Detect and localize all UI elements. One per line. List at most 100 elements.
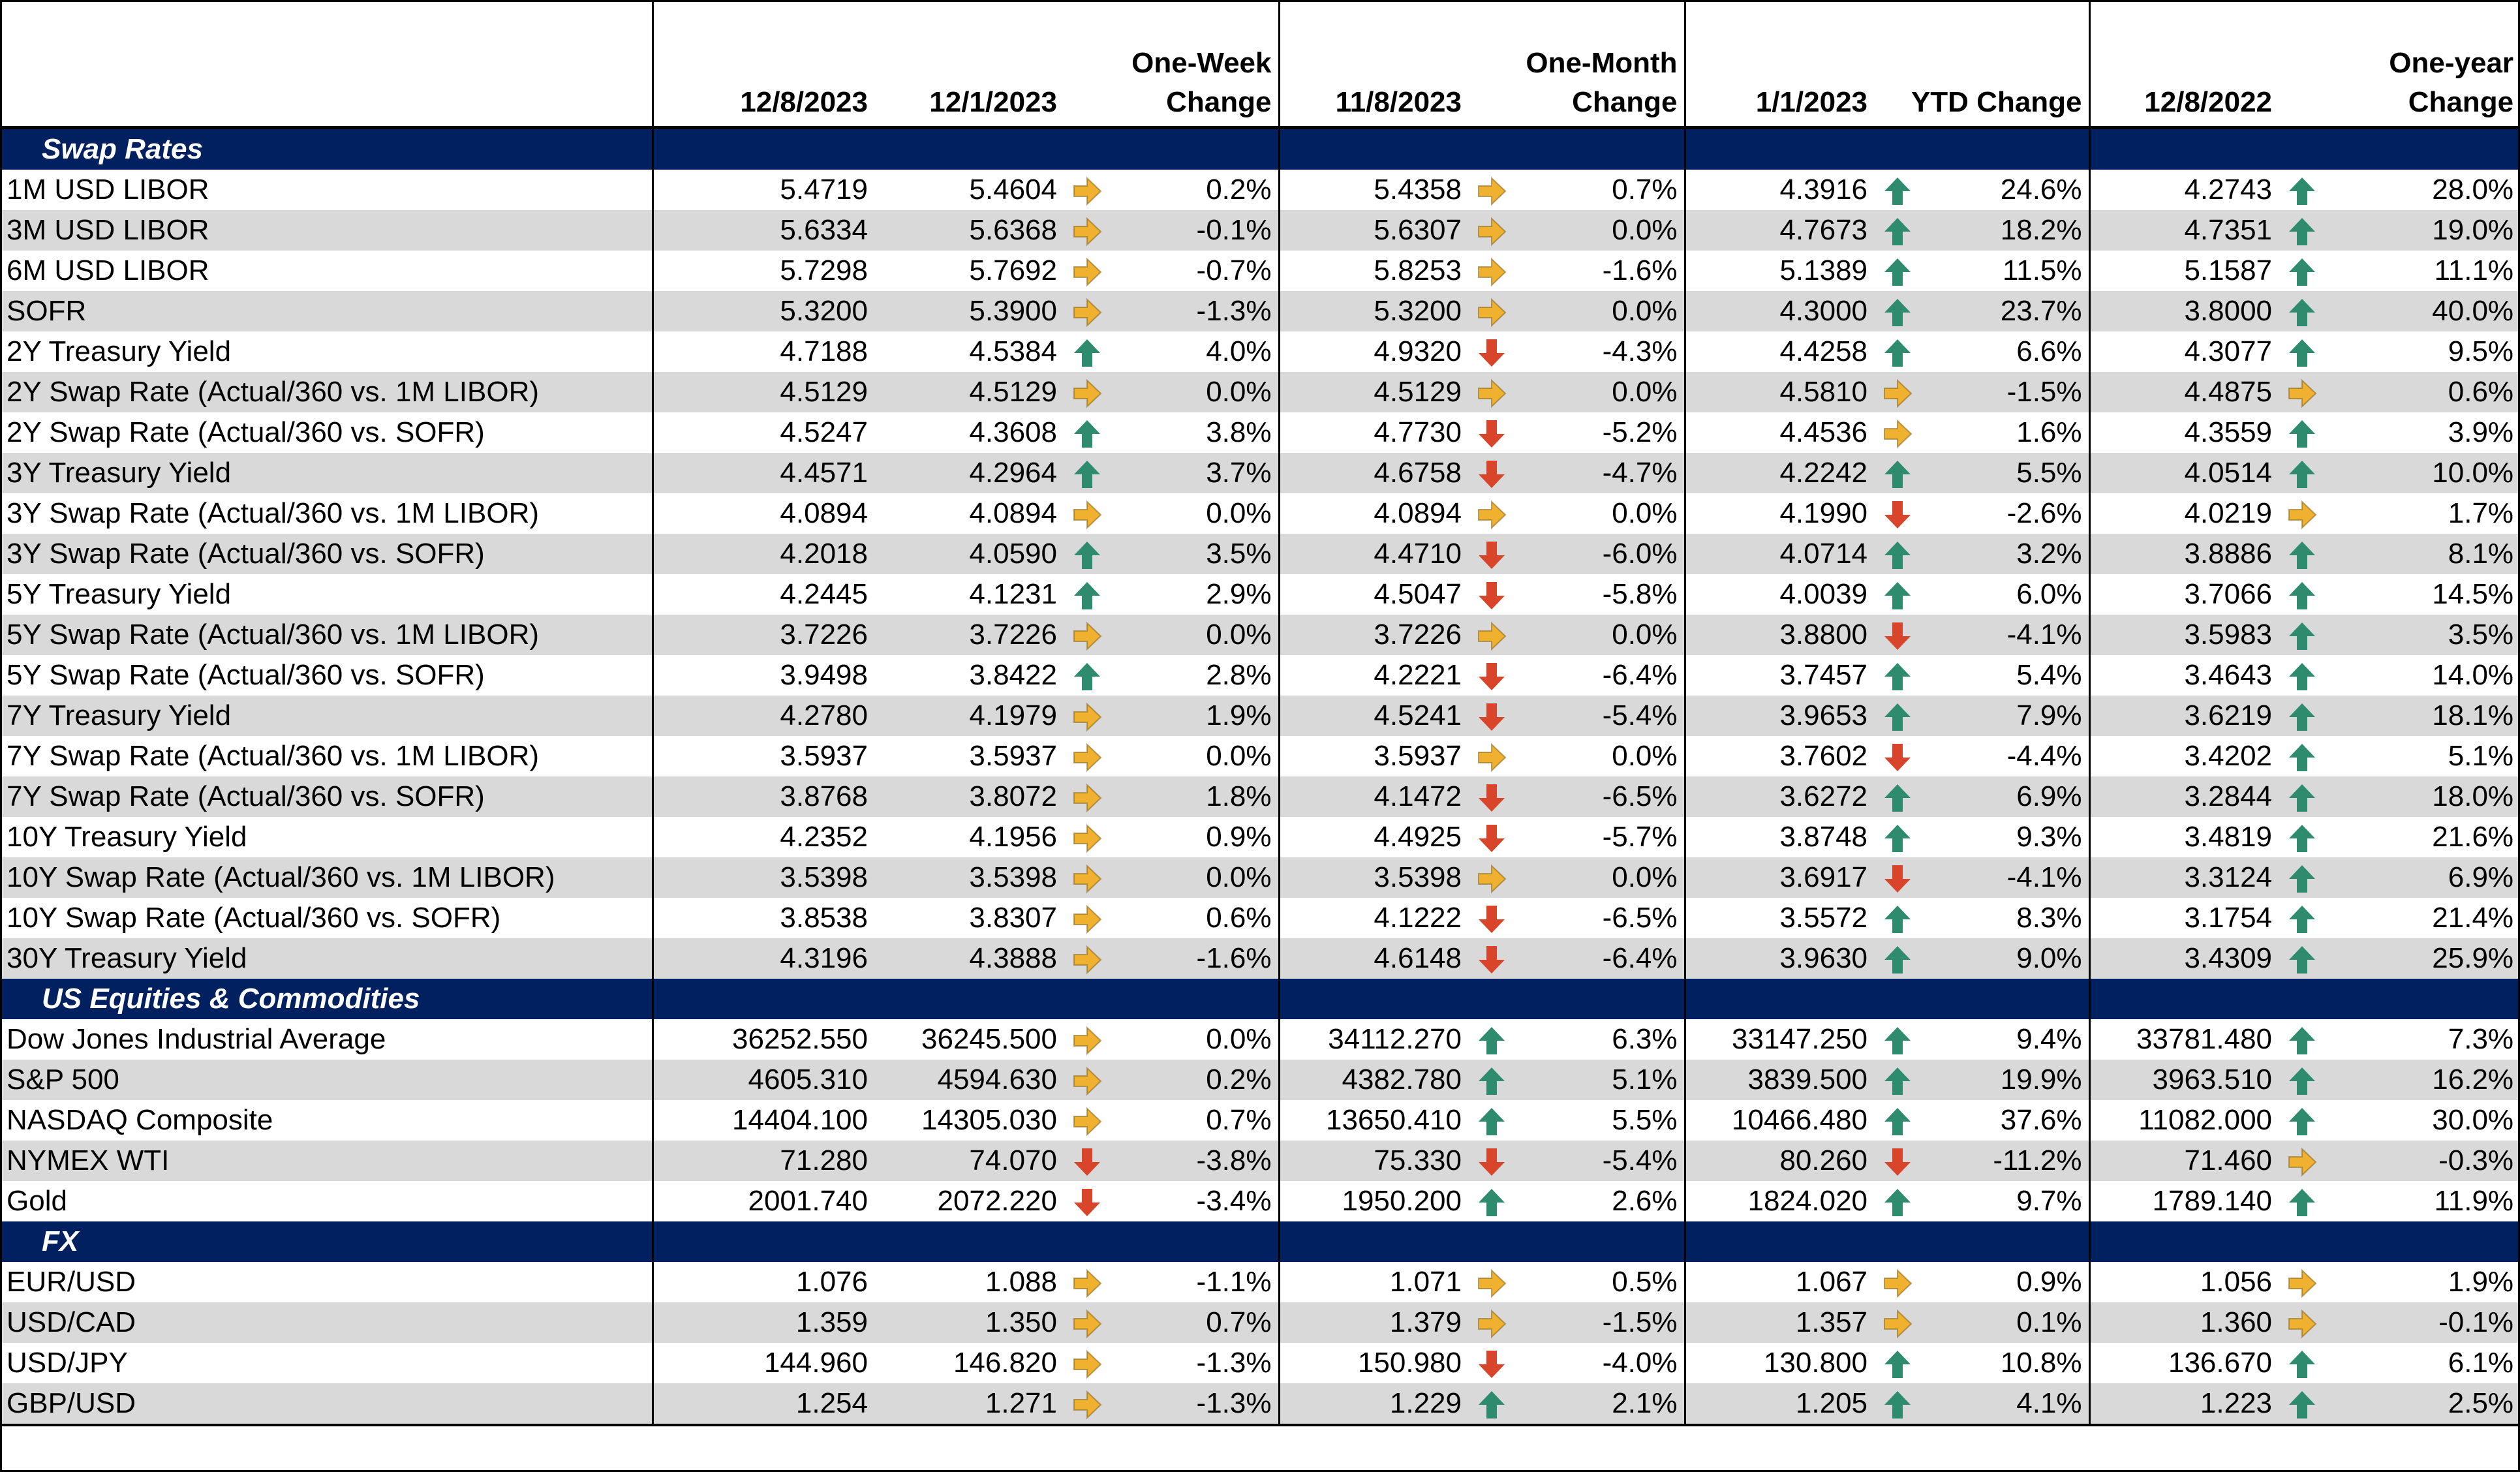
ytd-change: -4.4%	[2006, 740, 2082, 772]
arrow-down-icon	[1074, 1148, 1100, 1176]
value-12-8-2023: 4605.310	[651, 1060, 874, 1100]
ytd-change: -4.1%	[1921, 615, 2090, 655]
one-month-change: 0.5%	[1612, 1266, 1678, 1298]
arrow-side-icon	[2279, 372, 2326, 412]
value-12-1-2023: 3.8072	[874, 776, 1064, 817]
arrow-up-icon	[1884, 703, 1911, 731]
value-11-8-2023: 4382.780	[1278, 1060, 1468, 1100]
value-11-8-2023: 1950.200	[1278, 1181, 1468, 1221]
arrow-up-icon	[2279, 1343, 2326, 1383]
one-year-change: 19.0%	[2326, 210, 2520, 251]
arrow-up-icon	[2279, 534, 2326, 574]
value-12-1-2023: 36245.500	[921, 1023, 1057, 1055]
arrow-up-icon	[1884, 662, 1911, 690]
arrow-up-icon	[2289, 1188, 2316, 1216]
arrow-up-icon	[2289, 743, 2316, 771]
value-12-8-2023: 5.6334	[651, 210, 874, 251]
value-1-1-2023: 3.7602	[1683, 736, 1875, 776]
arrow-up-icon	[1468, 1100, 1515, 1141]
value-12-1-2023: 1.271	[874, 1383, 1064, 1426]
value-12-8-2022: 3.4202	[2088, 736, 2279, 776]
arrow-side-icon	[1064, 1343, 1111, 1383]
value-1-1-2023: 33147.250	[1683, 1019, 1875, 1060]
arrow-down-icon	[1064, 1181, 1111, 1221]
arrow-up-icon	[1884, 1067, 1911, 1095]
ytd-change: 6.9%	[1921, 776, 2090, 817]
table-row: 5Y Treasury Yield 4.2445 4.1231 2.9% 4.5047 -…	[0, 574, 2520, 615]
value-11-8-2023: 5.6307	[1278, 210, 1468, 251]
table-row: 3Y Swap Rate (Actual/360 vs. 1M LIBOR) 4.…	[0, 493, 2520, 534]
arrow-up-icon	[1479, 1188, 1505, 1216]
arrow-side-icon	[1064, 372, 1111, 412]
value-12-8-2023: 3.7226	[651, 615, 874, 655]
row-label: 7Y Swap Rate (Actual/360 vs. SOFR)	[0, 776, 653, 817]
ytd-change: 18.2%	[1921, 210, 2090, 251]
value-12-1-2023: 4.1231	[969, 578, 1057, 610]
row-label: S&P 500	[0, 1060, 653, 1100]
arrow-side-icon	[2279, 1141, 2326, 1181]
arrow-down-icon	[1874, 615, 1922, 655]
table-row: NASDAQ Composite 14404.100 14305.030 0.7% 13…	[0, 1100, 2520, 1141]
one-month-change: 2.1%	[1515, 1383, 1685, 1426]
arrow-side-icon	[1073, 945, 1102, 975]
arrow-side-icon	[1884, 1268, 1913, 1298]
arrow-up-icon	[1074, 662, 1100, 690]
arrow-side-icon	[1073, 1390, 1102, 1420]
arrow-up-icon	[1064, 453, 1111, 493]
value-12-8-2022: 3.4643	[2088, 655, 2279, 696]
one-year-change: 21.4%	[2432, 902, 2514, 934]
arrow-side-icon	[1073, 217, 1102, 247]
arrow-up-icon	[1884, 460, 1911, 488]
value-12-8-2023: 4.0894	[651, 493, 874, 534]
value-11-8-2023: 3.5398	[1278, 857, 1468, 898]
arrow-up-icon	[1884, 581, 1911, 609]
one-year-change: 14.0%	[2432, 659, 2514, 691]
arrow-up-icon	[1064, 534, 1111, 574]
arrow-up-icon	[2289, 339, 2316, 367]
one-year-change: 30.0%	[2432, 1104, 2514, 1136]
value-12-1-2023: 4.2964	[874, 453, 1064, 493]
one-month-change: -5.4%	[1515, 1141, 1685, 1181]
section-title: US Equities & Commodities	[0, 979, 653, 1019]
value-12-1-2023: 14305.030	[921, 1104, 1057, 1136]
arrow-side-icon	[1064, 493, 1111, 534]
arrow-side-icon	[1884, 1309, 1913, 1339]
arrow-down-icon	[1884, 1148, 1911, 1176]
arrow-up-icon	[1074, 460, 1100, 488]
arrow-side-icon	[1874, 372, 1922, 412]
arrow-side-icon	[2288, 378, 2317, 408]
arrow-up-icon	[1479, 1390, 1505, 1418]
header-12-1-2023: 12/1/2023	[929, 86, 1057, 118]
arrow-side-icon	[1064, 170, 1111, 210]
arrow-up-icon	[1884, 177, 1911, 205]
arrow-side-icon	[1064, 696, 1111, 736]
arrow-up-icon	[1064, 412, 1111, 453]
arrow-up-icon	[2279, 1060, 2326, 1100]
arrow-side-icon	[1064, 210, 1111, 251]
arrow-side-icon	[1478, 378, 1507, 408]
one-month-change: 0.0%	[1612, 497, 1678, 529]
one-month-change: 0.0%	[1515, 857, 1685, 898]
one-month-change: 5.5%	[1612, 1104, 1678, 1136]
arrow-down-icon	[1479, 824, 1505, 852]
value-11-8-2023: 34112.270	[1278, 1019, 1468, 1060]
arrow-down-icon	[1874, 1141, 1922, 1181]
arrow-side-icon	[1073, 176, 1102, 206]
value-12-8-2022: 3.8000	[2088, 291, 2279, 331]
value-11-8-2023: 4.5241	[1278, 696, 1468, 736]
one-year-change: -0.1%	[2326, 1302, 2520, 1343]
arrow-down-icon	[1479, 460, 1505, 488]
arrow-side-icon	[1073, 298, 1102, 328]
arrow-up-icon	[1874, 1181, 1921, 1221]
arrow-up-icon	[2279, 1181, 2326, 1221]
table-row: GBP/USD 1.254 1.271 -1.3% 1.229 2.1% 1.205 4.1%…	[0, 1383, 2520, 1426]
table-row: 5Y Swap Rate (Actual/360 vs. 1M LIBOR) 3.…	[0, 615, 2520, 655]
value-12-8-2022: 4.4875	[2088, 372, 2279, 412]
row-label: NASDAQ Composite	[7, 1104, 273, 1136]
table-row: 7Y Swap Rate (Actual/360 vs. SOFR) 3.8768…	[0, 776, 2520, 817]
table-row: 2Y Swap Rate (Actual/360 vs. 1M LIBOR) 4.…	[0, 372, 2520, 412]
section-fill	[2088, 979, 2520, 1019]
arrow-side-icon	[1073, 621, 1102, 651]
one-week-change: -3.8%	[1111, 1141, 1279, 1181]
value-12-8-2022: 4.0219	[2088, 493, 2279, 534]
